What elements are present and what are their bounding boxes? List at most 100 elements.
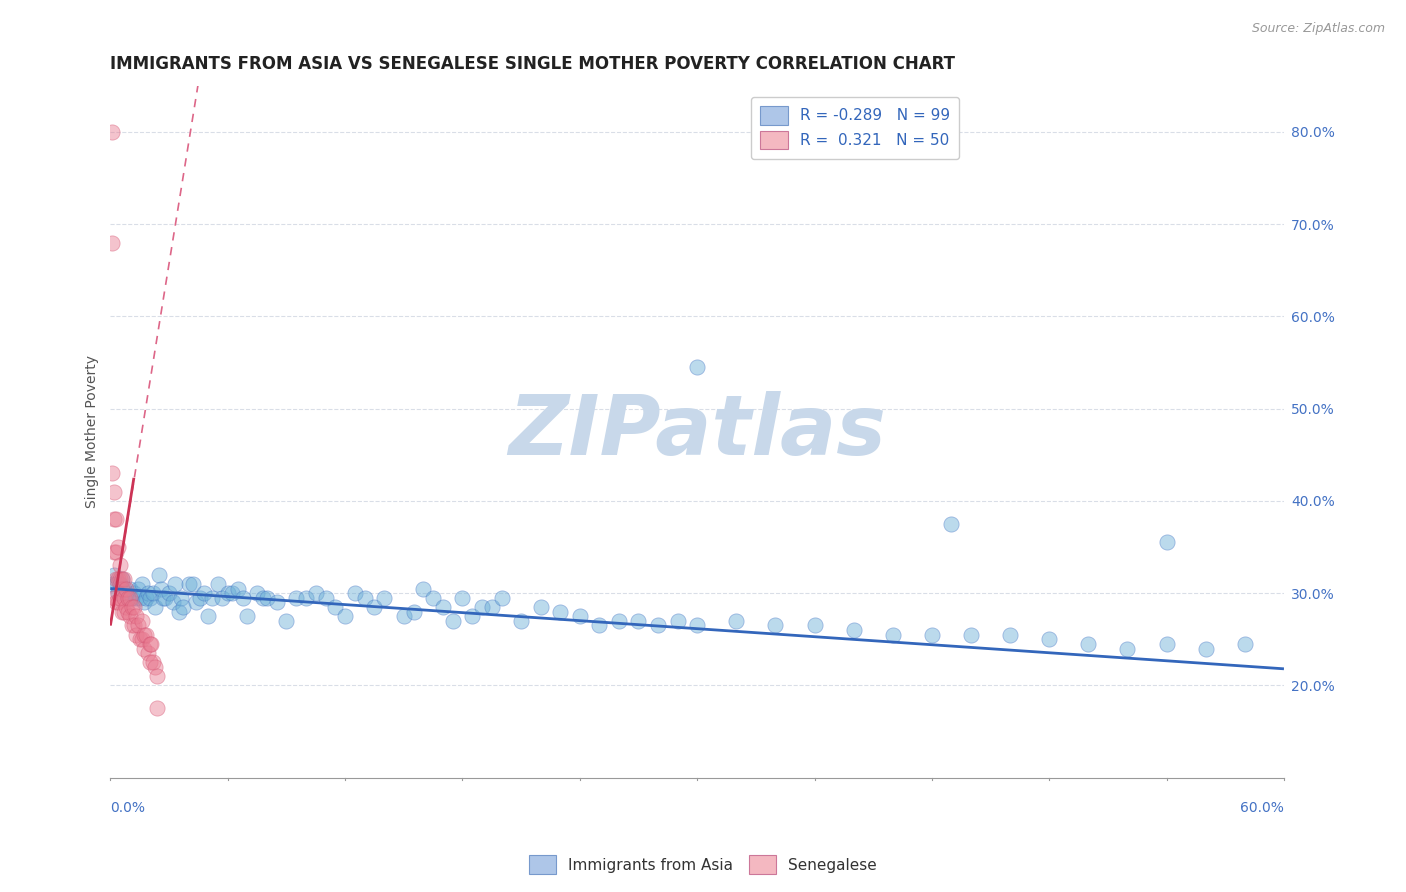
Point	[117, 605, 139, 619]
Point	[146, 701, 169, 715]
Point	[111, 605, 134, 619]
Point	[111, 572, 134, 586]
Point	[128, 591, 150, 605]
Point	[481, 600, 503, 615]
Point	[765, 618, 787, 632]
Point	[181, 577, 204, 591]
Point	[101, 577, 124, 591]
Point	[127, 582, 149, 596]
Point	[122, 586, 145, 600]
Point	[145, 660, 167, 674]
Point	[105, 577, 128, 591]
Point	[163, 577, 186, 591]
Point	[112, 582, 135, 596]
Point	[118, 582, 141, 596]
Point	[131, 632, 153, 647]
Point	[136, 586, 159, 600]
Point	[1233, 637, 1256, 651]
Point	[103, 512, 125, 526]
Point	[276, 614, 298, 628]
Point	[491, 591, 513, 605]
Point	[105, 595, 128, 609]
Point	[132, 595, 155, 609]
Point	[131, 614, 153, 628]
Point	[686, 618, 709, 632]
Point	[266, 595, 288, 609]
Point	[117, 591, 139, 605]
Point	[186, 595, 208, 609]
Text: IMMIGRANTS FROM ASIA VS SENEGALESE SINGLE MOTHER POVERTY CORRELATION CHART: IMMIGRANTS FROM ASIA VS SENEGALESE SINGL…	[111, 55, 956, 73]
Point	[111, 582, 134, 596]
Point	[162, 595, 184, 609]
Point	[118, 591, 141, 605]
Point	[217, 586, 239, 600]
Point	[167, 605, 190, 619]
Text: 60.0%: 60.0%	[1240, 801, 1284, 814]
Point	[1156, 637, 1178, 651]
Point	[315, 591, 337, 605]
Text: ZIPatlas: ZIPatlas	[508, 392, 886, 472]
Point	[647, 618, 669, 632]
Point	[127, 618, 149, 632]
Point	[101, 467, 124, 481]
Point	[122, 618, 145, 632]
Point	[363, 600, 385, 615]
Point	[148, 567, 170, 582]
Point	[343, 586, 366, 600]
Point	[373, 591, 395, 605]
Legend: R = -0.289   N = 99, R =  0.321   N = 50: R = -0.289 N = 99, R = 0.321 N = 50	[751, 97, 959, 159]
Point	[1156, 535, 1178, 549]
Point	[588, 618, 610, 632]
Point	[295, 591, 318, 605]
Point	[725, 614, 748, 628]
Point	[105, 544, 128, 558]
Point	[921, 628, 943, 642]
Point	[392, 609, 415, 624]
Point	[960, 628, 983, 642]
Point	[135, 628, 157, 642]
Point	[998, 628, 1021, 642]
Point	[333, 609, 356, 624]
Point	[141, 637, 163, 651]
Point	[142, 586, 165, 600]
Point	[107, 595, 129, 609]
Point	[607, 614, 630, 628]
Point	[193, 586, 215, 600]
Point	[112, 591, 135, 605]
Point	[305, 586, 328, 600]
Point	[132, 641, 155, 656]
Point	[103, 544, 125, 558]
Y-axis label: Single Mother Poverty: Single Mother Poverty	[86, 355, 100, 508]
Point	[207, 577, 229, 591]
Point	[882, 628, 904, 642]
Point	[285, 591, 308, 605]
Point	[115, 582, 138, 596]
Point	[125, 628, 148, 642]
Point	[471, 600, 494, 615]
Point	[568, 609, 591, 624]
Point	[221, 586, 243, 600]
Point	[157, 586, 180, 600]
Point	[131, 577, 153, 591]
Legend: Immigrants from Asia, Senegalese: Immigrants from Asia, Senegalese	[523, 849, 883, 880]
Point	[108, 572, 131, 586]
Point	[117, 591, 139, 605]
Point	[112, 605, 135, 619]
Point	[803, 618, 825, 632]
Point	[108, 591, 131, 605]
Point	[172, 600, 194, 615]
Point	[150, 582, 173, 596]
Point	[111, 572, 134, 586]
Point	[138, 637, 160, 651]
Point	[325, 600, 347, 615]
Point	[108, 577, 131, 591]
Point	[121, 600, 143, 615]
Point	[1077, 637, 1099, 651]
Point	[121, 591, 143, 605]
Point	[138, 591, 160, 605]
Point	[246, 586, 269, 600]
Point	[118, 609, 141, 624]
Point	[122, 600, 145, 615]
Point	[142, 656, 165, 670]
Point	[103, 591, 125, 605]
